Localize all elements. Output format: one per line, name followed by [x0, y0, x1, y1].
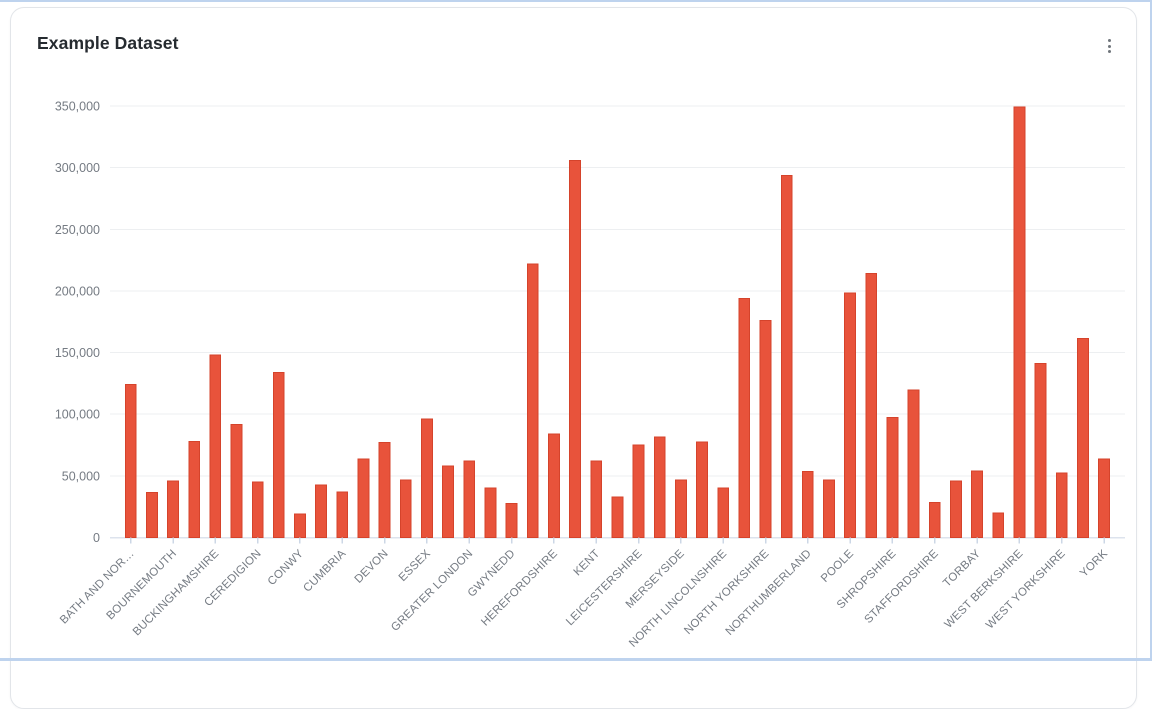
bar[interactable]: [442, 465, 455, 538]
y-axis-tick-label: 250,000: [55, 223, 100, 237]
bar[interactable]: [928, 501, 941, 538]
bar[interactable]: [569, 159, 581, 538]
bar[interactable]: [421, 418, 433, 538]
bar[interactable]: [145, 492, 158, 538]
page-edge-highlight-bottom: [0, 658, 1152, 661]
x-axis-tick-label: LEICESTERSHIRE: [564, 548, 645, 629]
bar[interactable]: [378, 442, 391, 539]
bar[interactable]: [548, 433, 560, 538]
x-axis-tick-label: STAFFORDSHIRE: [863, 548, 941, 626]
x-axis-tick-label: CONWY: [266, 548, 306, 588]
x-axis-tick-label: ESSEX: [397, 548, 433, 584]
bar[interactable]: [1034, 363, 1047, 539]
bar[interactable]: [294, 513, 306, 539]
page-edge-highlight-right: [1150, 0, 1152, 661]
bar[interactable]: [844, 292, 857, 538]
x-axis-tick-label: WEST YORKSHIRE: [984, 548, 1068, 632]
bar[interactable]: [950, 480, 962, 539]
bar[interactable]: [717, 487, 730, 539]
x-axis-tick-label: POOLE: [819, 548, 856, 585]
bar[interactable]: [1098, 458, 1110, 538]
x-axis-tick-label: BATH AND NOR…: [58, 548, 137, 627]
bar[interactable]: [251, 481, 264, 538]
bar[interactable]: [801, 471, 814, 539]
y-axis-tick-label: 200,000: [55, 284, 100, 298]
bar[interactable]: [167, 480, 179, 539]
x-axis-tick-label: KENT: [572, 548, 603, 579]
kebab-menu-icon: [1107, 39, 1111, 42]
bar[interactable]: [696, 441, 708, 539]
y-axis-tick-label: 350,000: [55, 100, 100, 114]
bar[interactable]: [1013, 106, 1026, 538]
y-axis-tick-label: 100,000: [55, 408, 100, 422]
bar[interactable]: [1055, 472, 1068, 538]
x-axis-tick-label: BOURNEMOUTH: [104, 548, 179, 623]
bar[interactable]: [907, 389, 920, 539]
x-axis-tick-label: BUCKINGHAMSHIRE: [131, 548, 222, 639]
bar[interactable]: [399, 479, 412, 539]
bar[interactable]: [759, 320, 772, 538]
bar[interactable]: [1077, 337, 1089, 539]
bar[interactable]: [209, 354, 222, 539]
bar[interactable]: [886, 416, 899, 538]
bar[interactable]: [484, 487, 497, 539]
bar[interactable]: [780, 175, 793, 538]
bar[interactable]: [188, 440, 201, 538]
bar[interactable]: [738, 297, 751, 538]
bar[interactable]: [632, 444, 645, 539]
bar[interactable]: [971, 470, 984, 538]
bar[interactable]: [336, 491, 349, 539]
bar[interactable]: [526, 263, 539, 538]
bar[interactable]: [463, 460, 476, 538]
bar[interactable]: [823, 479, 835, 539]
bar[interactable]: [124, 384, 137, 538]
x-axis-tick-label: TORBAY: [941, 548, 983, 590]
bar[interactable]: [590, 460, 603, 538]
x-axis-tick-label: CUMBRIA: [301, 548, 348, 595]
y-axis-tick-label: 50,000: [62, 469, 100, 483]
kebab-menu-icon: [1107, 44, 1111, 48]
bar[interactable]: [865, 273, 878, 538]
bar-chart: 0 50,000 100,000 150,000 200,000 250,000 300,0…: [55, 100, 1125, 650]
bar[interactable]: [653, 436, 666, 538]
x-axis-tick-label: WEST BERKSHIRE: [942, 548, 1025, 631]
x-axis-tick-label: HEREFORDSHIRE: [479, 548, 560, 629]
bar[interactable]: [272, 371, 285, 538]
x-axis-tick-label: NORTH YORKSHIRE: [682, 548, 771, 637]
bar[interactable]: [992, 512, 1005, 539]
bar[interactable]: [315, 484, 328, 539]
x-axis-tick-label: DEVON: [353, 548, 391, 586]
page-edge-highlight-top: [0, 0, 1152, 2]
bar[interactable]: [611, 496, 624, 539]
bar[interactable]: [357, 458, 370, 538]
x-axis-tick-label: NORTHUMBERLAND: [724, 548, 814, 638]
y-axis-tick-label: 150,000: [55, 346, 100, 360]
bar[interactable]: [674, 479, 687, 539]
more-options-button[interactable]: [1097, 34, 1121, 58]
x-axis-tick-label: YORK: [1078, 548, 1110, 580]
page-title: Example Dataset: [37, 33, 179, 53]
bar[interactable]: [230, 424, 243, 538]
y-axis-tick-label: 0: [93, 531, 100, 545]
kebab-menu-icon: [1107, 50, 1111, 53]
x-axis-tick-label: GREATER LONDON: [389, 548, 475, 634]
bar[interactable]: [505, 503, 518, 539]
y-axis-tick-label: 300,000: [55, 161, 100, 175]
